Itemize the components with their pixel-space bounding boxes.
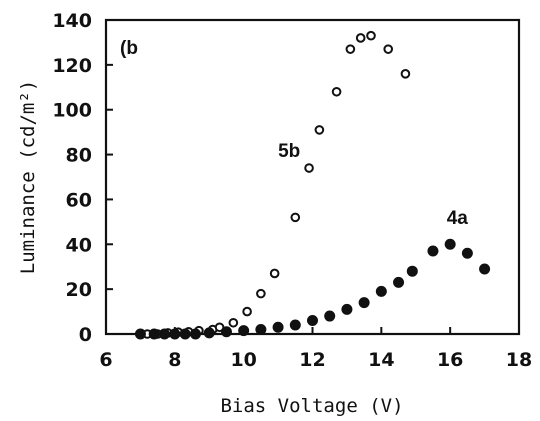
filled-point xyxy=(479,263,491,275)
x-tick-label: 16 xyxy=(437,349,463,371)
y-tick-label: 20 xyxy=(66,279,92,301)
x-tick-label: 10 xyxy=(230,349,256,371)
series-label: 5b xyxy=(278,141,300,162)
open-point xyxy=(331,86,342,97)
filled-point xyxy=(272,321,284,333)
filled-point xyxy=(203,327,215,339)
open-point xyxy=(314,125,325,135)
open-point xyxy=(242,306,252,317)
series-4a xyxy=(134,238,491,340)
filled-point xyxy=(179,328,191,340)
y-tick-label: 60 xyxy=(66,189,92,211)
x-tick-label: 8 xyxy=(168,349,181,371)
filled-point xyxy=(289,319,301,331)
panel-label: (b xyxy=(120,38,138,59)
data-marks xyxy=(134,30,491,340)
filled-point xyxy=(444,238,456,250)
filled-point xyxy=(393,276,405,288)
open-point xyxy=(383,44,394,54)
plot-frame xyxy=(104,18,521,336)
y-axis-title: Luminance (cd/m²) xyxy=(17,80,39,274)
x-tick-label: 14 xyxy=(368,349,394,371)
series-5b xyxy=(142,30,411,339)
y-tick-label: 140 xyxy=(52,10,92,32)
filled-point xyxy=(159,328,171,340)
filled-point xyxy=(406,265,418,277)
filled-point xyxy=(341,303,353,315)
tick-marks xyxy=(105,19,520,335)
filled-point xyxy=(427,245,439,257)
x-tick-label: 6 xyxy=(99,349,112,371)
open-point xyxy=(355,33,366,43)
filled-point xyxy=(134,328,146,340)
filled-point xyxy=(358,297,370,309)
filled-point xyxy=(220,326,232,338)
x-axis-title: Bias Voltage (V) xyxy=(220,395,403,417)
filled-point xyxy=(255,324,267,336)
filled-point xyxy=(189,328,201,340)
filled-point xyxy=(169,328,181,340)
open-point xyxy=(269,268,280,279)
y-tick-label: 0 xyxy=(79,324,92,346)
y-tick-label: 40 xyxy=(66,234,92,256)
open-point xyxy=(228,317,239,328)
tick-labels: 6 8 10 12 14 16 18 0 20 40 60 80 100 120 140 xyxy=(52,10,532,371)
open-point xyxy=(345,44,356,54)
series-label: 4a xyxy=(447,208,469,229)
filled-point xyxy=(375,285,387,297)
filled-point xyxy=(324,310,336,322)
open-point xyxy=(256,288,266,299)
open-point xyxy=(400,69,411,79)
filled-point xyxy=(238,325,250,337)
filled-point xyxy=(461,247,473,259)
y-tick-label: 120 xyxy=(52,55,92,77)
filled-point xyxy=(148,328,160,340)
open-point xyxy=(366,30,376,41)
x-tick-label: 18 xyxy=(506,349,532,371)
series-annotations: 5b 4a xyxy=(278,141,468,229)
open-point xyxy=(290,212,301,223)
y-tick-label: 80 xyxy=(66,145,92,167)
filled-point xyxy=(307,315,318,327)
y-tick-label: 100 xyxy=(52,100,92,122)
x-tick-label: 12 xyxy=(299,349,325,371)
open-point xyxy=(304,163,314,173)
